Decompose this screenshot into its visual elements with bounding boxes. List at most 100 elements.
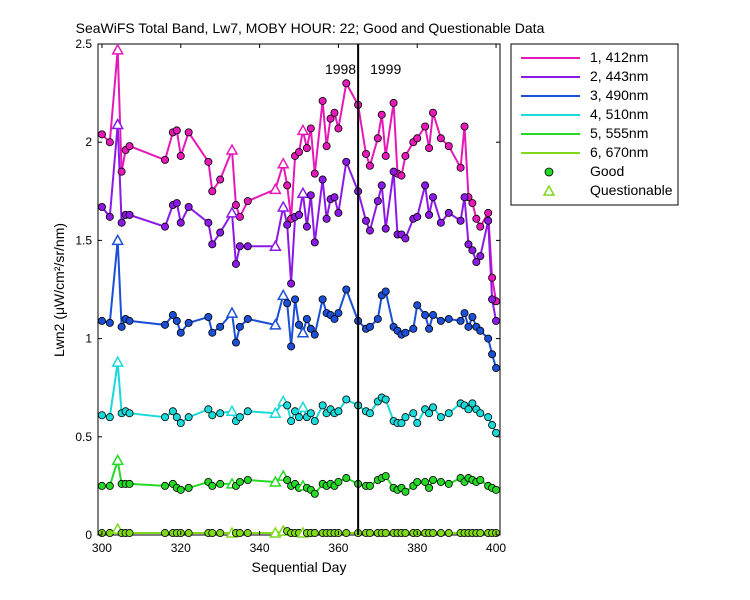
good-point [306, 409, 315, 418]
good-point [306, 124, 315, 133]
questionable-point [276, 288, 290, 301]
good-point [381, 395, 390, 404]
good-point [318, 401, 327, 410]
good-point [172, 413, 181, 422]
x-axis-title: Sequential Day [252, 559, 347, 575]
good-point [322, 142, 331, 151]
good-point [456, 216, 465, 225]
good-point [310, 529, 319, 538]
good-point [488, 273, 497, 282]
good-point [425, 324, 434, 333]
good-point [216, 479, 225, 488]
good-point [184, 413, 193, 422]
good-point [373, 197, 382, 206]
good-point [235, 413, 244, 422]
good-point [243, 314, 252, 323]
good-point [287, 417, 296, 426]
good-point [235, 242, 244, 251]
good-point [381, 151, 390, 160]
good-point [444, 208, 453, 217]
good-point [243, 242, 252, 251]
good-point [243, 407, 252, 416]
good-point [302, 222, 311, 231]
good-point [208, 240, 217, 249]
good-point [397, 419, 406, 428]
good-point [302, 144, 311, 153]
good-point [204, 218, 213, 227]
good-point [476, 222, 485, 231]
good-point [208, 529, 217, 538]
questionable-point [225, 143, 239, 155]
good-point [413, 134, 422, 143]
good-point [492, 485, 501, 494]
good-point [208, 411, 217, 420]
good-point [444, 314, 453, 323]
good-point [421, 181, 430, 190]
good-point [176, 328, 185, 337]
good-point [468, 399, 477, 408]
good-point [243, 476, 252, 485]
good-point [425, 210, 434, 219]
good-point [401, 487, 410, 496]
good-point [184, 128, 193, 137]
good-point [184, 529, 193, 538]
legend-label-2: 2, 443nm [590, 68, 648, 84]
good-point [342, 285, 351, 294]
good-point [125, 529, 134, 538]
good-point [125, 479, 134, 488]
y-axis-title: Lwn2 (μW/cm²/sr/nm) [51, 223, 67, 357]
questionable-point [111, 43, 124, 55]
y-tick-label: 1.5 [75, 233, 92, 247]
good-point [421, 122, 430, 131]
good-point [365, 481, 374, 490]
good-point [476, 409, 485, 418]
good-point [176, 151, 185, 160]
good-point [125, 316, 134, 325]
good-point [456, 316, 465, 325]
questionable-point [111, 117, 124, 130]
good-point [231, 259, 240, 268]
year-label-left: 1998 [325, 61, 356, 77]
good-point [409, 409, 418, 418]
y-tick-label: 2 [85, 135, 92, 149]
good-point [160, 481, 169, 490]
good-point [105, 212, 114, 221]
plot-area [97, 43, 501, 536]
good-point [117, 167, 126, 176]
legend: 1, 412nm 2, 443nm 3, 490nm 4, 510nm 5, 555nm… [510, 43, 679, 206]
good-point [330, 314, 339, 323]
good-point [425, 144, 434, 153]
good-point [306, 191, 315, 200]
good-point [428, 311, 437, 320]
good-point [377, 181, 386, 190]
good-point [176, 485, 185, 494]
questionable-point [296, 326, 310, 338]
good-point [436, 529, 445, 538]
questionable-point [111, 355, 124, 367]
good-point [310, 489, 319, 498]
good-point [373, 314, 382, 323]
legend-marker-label-1: Good [590, 163, 624, 179]
legend-label-6: 6, 670nm [590, 144, 648, 160]
good-point [216, 409, 225, 418]
good-point [401, 328, 410, 337]
good-point [365, 161, 374, 170]
good-point [464, 240, 473, 249]
good-point [381, 224, 390, 233]
good-point [176, 218, 185, 227]
good-point [283, 476, 292, 485]
legend-label-1: 1, 412nm [590, 49, 648, 65]
good-point [105, 318, 114, 327]
legend-items: 1, 412nm 2, 443nm 3, 490nm 4, 510nm 5, 555nm… [521, 49, 673, 198]
good-point [342, 395, 351, 404]
questionable-point [269, 406, 282, 418]
good-point [488, 295, 497, 304]
questionable-point [225, 404, 239, 417]
good-point [342, 157, 351, 166]
good-point [204, 312, 213, 321]
questionable-point [111, 453, 124, 466]
good-point [444, 529, 453, 538]
good-point [428, 108, 437, 117]
good-point [235, 322, 244, 331]
